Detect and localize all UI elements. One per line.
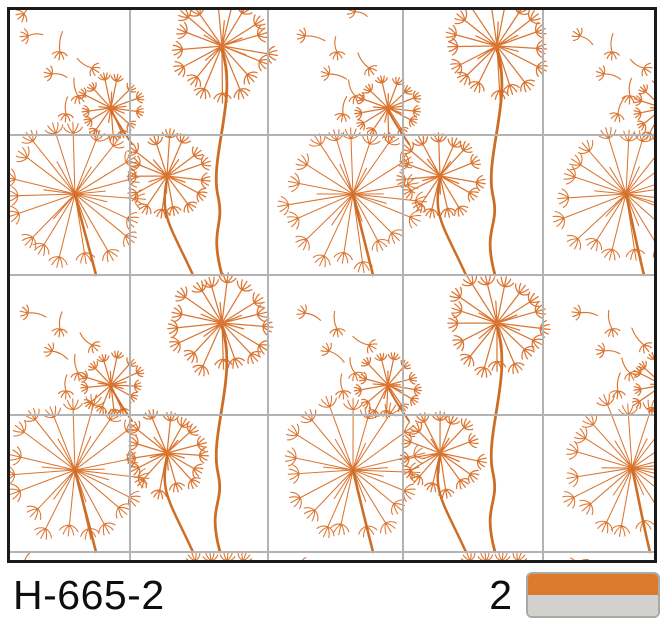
color-swatch	[526, 572, 660, 618]
quantity-group: 2	[489, 572, 660, 618]
dandelion-tile-pattern	[10, 10, 654, 560]
product-code: H-665-2	[13, 571, 165, 618]
pattern-preview-frame	[7, 7, 657, 563]
swatch-top-color	[528, 574, 658, 595]
swatch-bottom-color	[528, 595, 658, 616]
quantity-value: 2	[489, 571, 512, 618]
caption-bar: H-665-2 2	[0, 566, 666, 624]
